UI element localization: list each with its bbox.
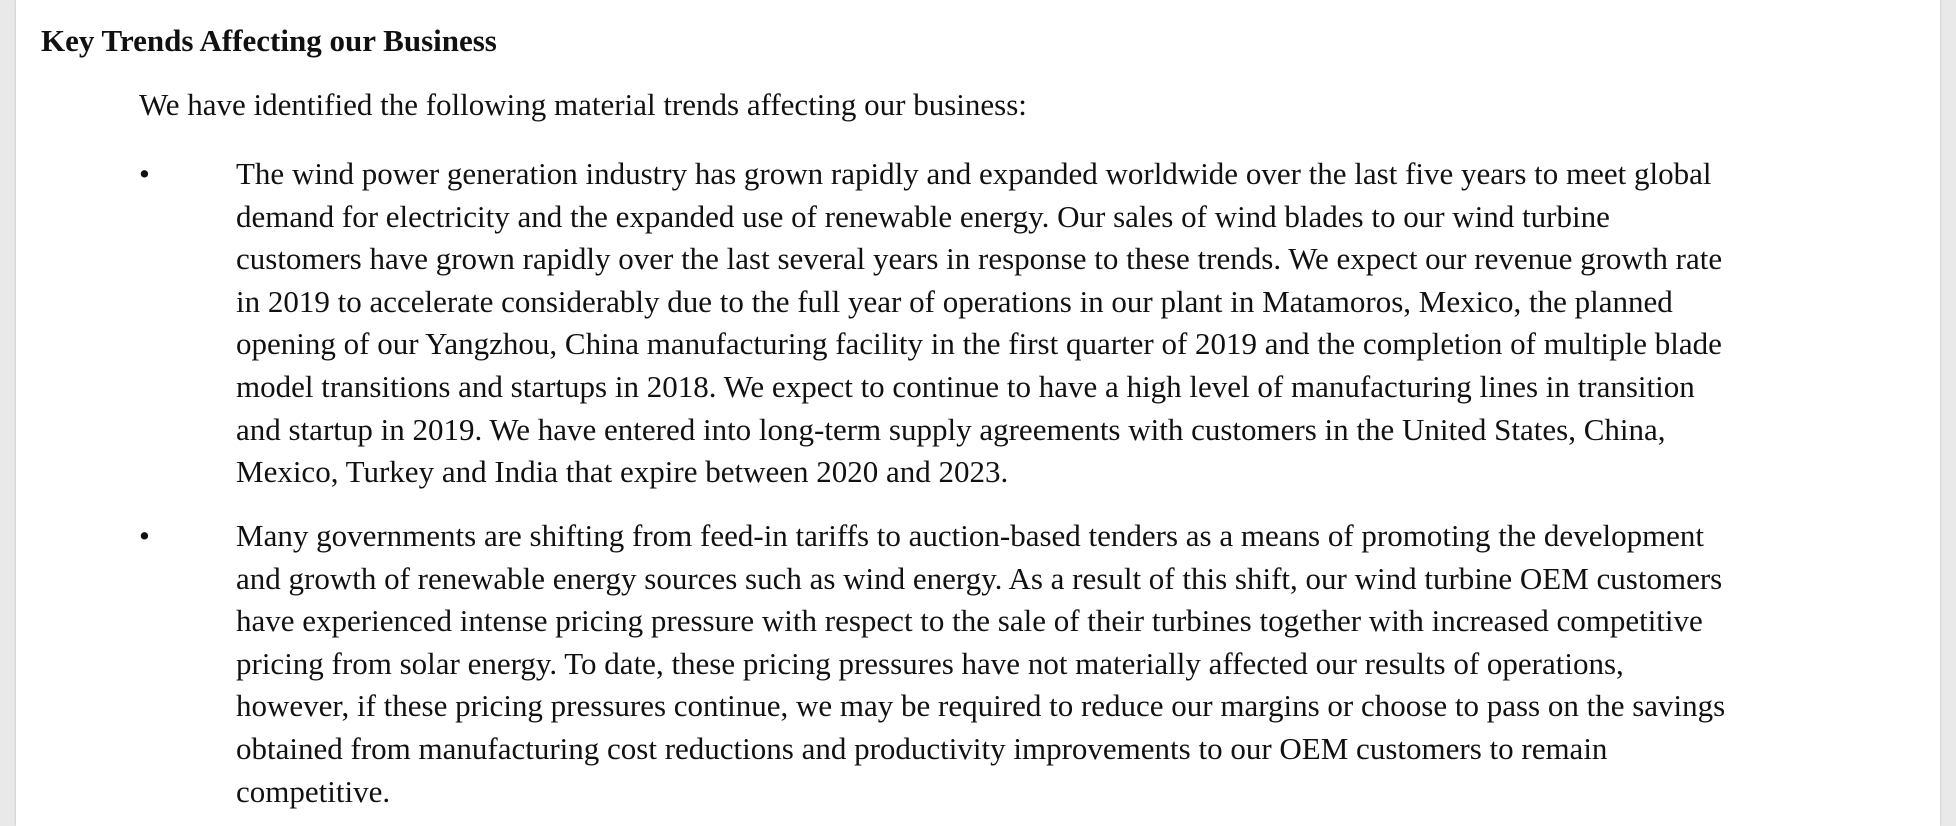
bullet-text: The wind power generation industry has g… <box>236 156 1723 490</box>
document-page: Key Trends Affecting our Business We hav… <box>16 0 1940 826</box>
bullet-icon: • <box>139 156 150 191</box>
intro-paragraph: We have identified the following materia… <box>139 87 1027 122</box>
bullet-text: Many governments are shifting from feed-… <box>236 518 1726 809</box>
section-heading: Key Trends Affecting our Business <box>41 23 497 58</box>
bullet-icon: • <box>139 518 150 553</box>
